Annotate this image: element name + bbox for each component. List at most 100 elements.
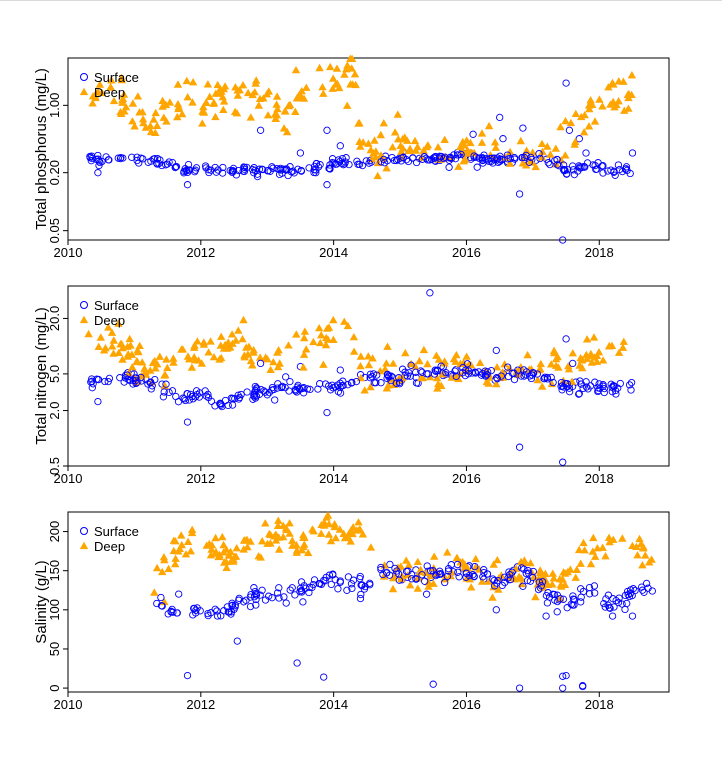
surface-point xyxy=(520,153,529,162)
x-tick-label: 2018 xyxy=(585,471,614,486)
deep-point xyxy=(114,319,123,327)
x-tick-label: 2016 xyxy=(452,245,481,260)
legend-deep-marker xyxy=(79,315,89,324)
deep-point xyxy=(197,359,206,367)
surface-point xyxy=(248,166,257,174)
deep-point xyxy=(300,327,310,335)
surface-point xyxy=(347,580,356,588)
deep-point xyxy=(216,341,225,349)
deep-point xyxy=(370,136,379,144)
deep-point xyxy=(382,164,391,172)
surface-point xyxy=(431,366,439,374)
deep-point xyxy=(300,333,309,342)
surface-point xyxy=(387,372,395,380)
deep-point xyxy=(434,379,443,388)
surface-point xyxy=(303,385,312,393)
deep-point xyxy=(419,345,429,354)
surface-point xyxy=(426,289,434,297)
surface-point xyxy=(441,153,449,161)
surface-point xyxy=(293,383,302,391)
surface-point xyxy=(326,164,334,173)
deep-point xyxy=(376,130,385,139)
surface-point xyxy=(626,169,634,178)
surface-point xyxy=(496,113,504,122)
surface-point xyxy=(137,373,145,382)
y-tick-label: 20.0 xyxy=(47,306,62,331)
surface-point xyxy=(518,564,526,572)
surface-point xyxy=(544,159,552,167)
deep-point xyxy=(477,129,487,137)
surface-point xyxy=(638,583,646,591)
deep-point xyxy=(123,342,132,350)
surface-point xyxy=(264,167,272,175)
y-tick-label: 50 xyxy=(47,642,62,656)
surface-point xyxy=(429,680,437,688)
deep-point xyxy=(433,143,443,151)
surface-point xyxy=(96,158,104,167)
surface-point xyxy=(546,160,554,169)
surface-point xyxy=(343,586,351,594)
deep-point xyxy=(215,89,224,97)
surface-point xyxy=(386,560,394,569)
deep-point xyxy=(239,545,248,553)
deep-point xyxy=(580,546,589,554)
surface-point xyxy=(366,581,374,589)
deep-point xyxy=(561,569,570,577)
deep-point xyxy=(320,521,329,529)
deep-point xyxy=(138,358,147,366)
deep-point xyxy=(612,100,621,109)
deep-point xyxy=(413,557,422,565)
deep-point xyxy=(95,80,105,88)
deep-point xyxy=(554,363,563,371)
deep-point xyxy=(467,583,476,591)
surface-point xyxy=(600,599,608,608)
surface-point xyxy=(265,388,273,397)
deep-point xyxy=(171,554,180,562)
deep-point xyxy=(590,117,600,125)
surface-point xyxy=(312,166,320,174)
surface-point xyxy=(564,166,572,174)
surface-point xyxy=(314,385,322,393)
surface-point xyxy=(98,157,106,166)
surface-point xyxy=(293,659,301,667)
deep-point xyxy=(484,577,494,585)
surface-point xyxy=(570,170,579,179)
deep-point xyxy=(171,537,180,545)
surface-point xyxy=(575,390,583,398)
deep-point xyxy=(190,343,199,351)
surface-point xyxy=(288,584,296,592)
deep-point xyxy=(440,357,449,365)
deep-point xyxy=(215,550,224,559)
deep-point xyxy=(209,98,219,106)
surface-point xyxy=(355,160,364,169)
surface-point xyxy=(320,576,328,585)
deep-point xyxy=(618,343,628,351)
surface-point xyxy=(408,575,416,583)
deep-point xyxy=(346,537,355,545)
surface-point xyxy=(251,394,260,402)
deep-point xyxy=(274,516,283,524)
surface-point xyxy=(159,393,168,401)
surface-point xyxy=(642,579,651,588)
deep-point xyxy=(418,373,428,382)
surface-point xyxy=(256,126,265,134)
surface-point xyxy=(510,375,519,384)
deep-point xyxy=(188,525,197,533)
surface-point xyxy=(232,171,241,179)
deep-point xyxy=(234,326,243,334)
deep-point xyxy=(207,545,216,553)
deep-point xyxy=(329,315,338,324)
surface-point xyxy=(101,377,109,386)
surface-point xyxy=(451,155,460,163)
surface-point xyxy=(129,380,137,388)
deep-point xyxy=(84,329,93,338)
surface-point xyxy=(500,573,509,581)
surface-point xyxy=(446,153,454,161)
deep-point xyxy=(382,359,391,367)
deep-point xyxy=(620,106,629,114)
surface-point xyxy=(563,170,571,178)
deep-point xyxy=(160,381,169,390)
deep-point xyxy=(619,337,628,345)
deep-point xyxy=(556,580,566,589)
deep-point xyxy=(352,526,361,534)
